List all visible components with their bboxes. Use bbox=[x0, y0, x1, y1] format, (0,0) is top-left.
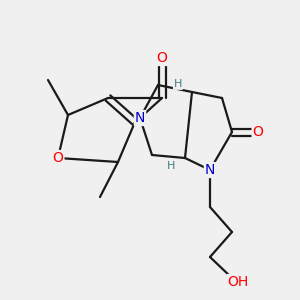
Text: N: N bbox=[135, 111, 145, 125]
Text: N: N bbox=[205, 163, 215, 177]
Text: O: O bbox=[52, 151, 63, 165]
Text: H: H bbox=[167, 161, 175, 171]
Text: H: H bbox=[174, 79, 182, 89]
Text: OH: OH bbox=[227, 275, 249, 289]
Text: O: O bbox=[157, 51, 167, 65]
Text: O: O bbox=[253, 125, 263, 139]
